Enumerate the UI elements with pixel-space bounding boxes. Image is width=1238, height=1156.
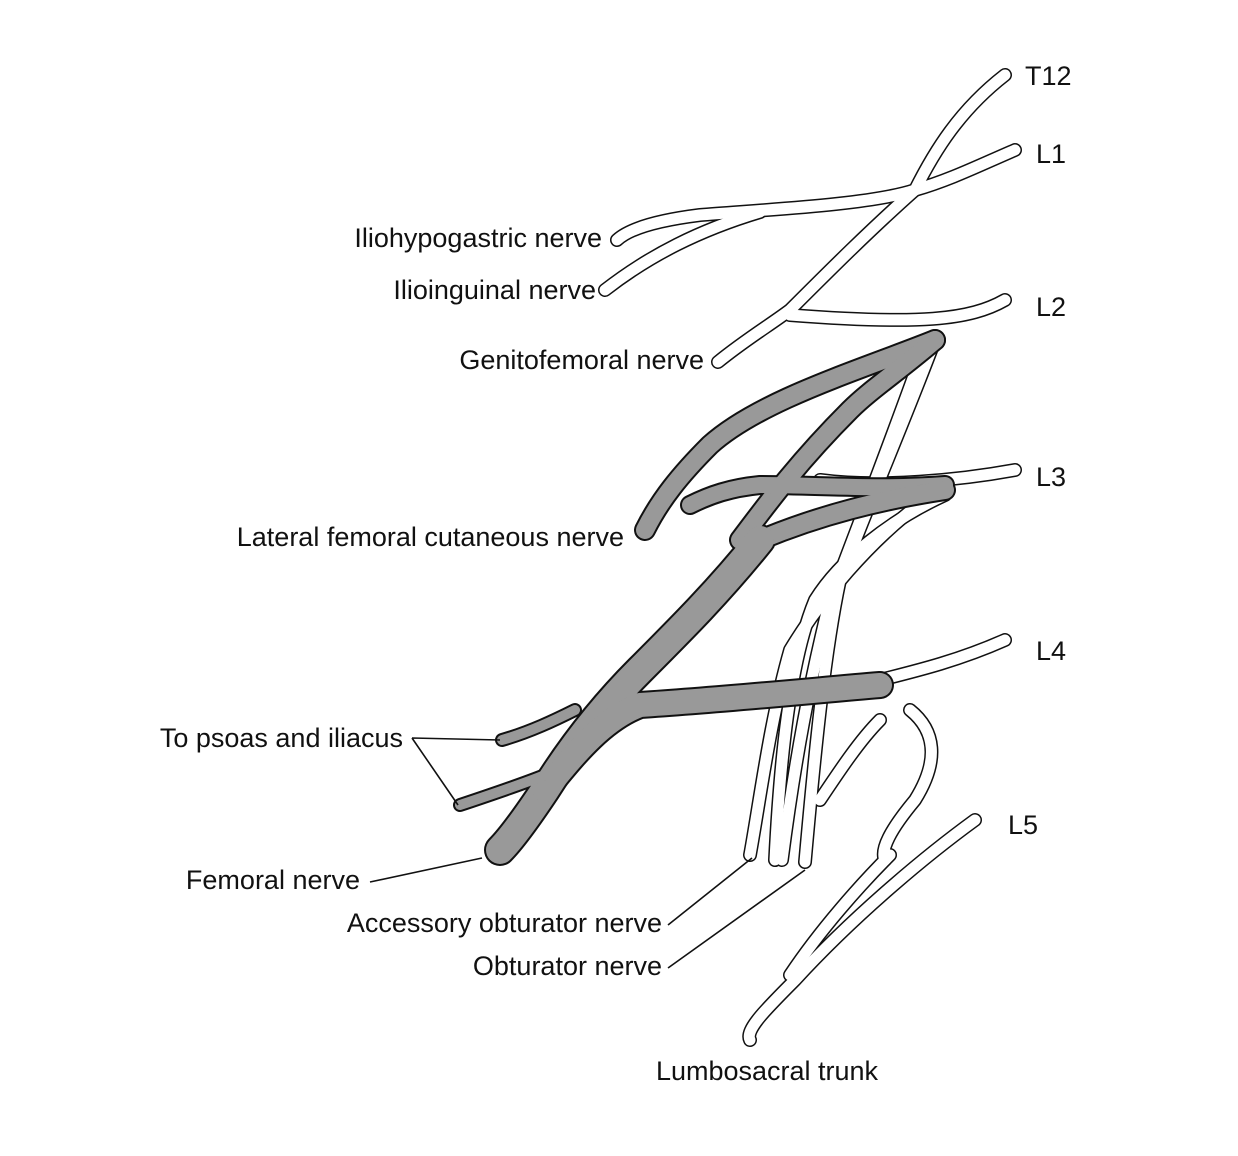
- root-label-l5: L5: [1008, 810, 1038, 840]
- label-to-psoas-iliacus: To psoas and iliacus: [160, 723, 403, 753]
- leader-psoas: [411, 737, 501, 806]
- root-label-l2: L2: [1036, 292, 1066, 322]
- leader-accessory-obturator: [667, 857, 753, 926]
- label-iliohypogastric: Iliohypogastric nerve: [354, 223, 602, 253]
- root-label-l1: L1: [1036, 139, 1066, 169]
- white-nerves-fill: [599, 69, 1021, 1046]
- femoral-system-fill: [455, 331, 954, 864]
- label-accessory-obturator: Accessory obturator nerve: [347, 908, 662, 938]
- label-lateral-femoral-cutaneous: Lateral femoral cutaneous nerve: [237, 522, 624, 552]
- label-obturator: Obturator nerve: [473, 951, 662, 981]
- leader-obturator: [667, 869, 806, 969]
- label-genitofemoral: Genitofemoral nerve: [459, 345, 704, 375]
- label-femoral: Femoral nerve: [186, 865, 360, 895]
- root-label-l4: L4: [1036, 636, 1066, 666]
- label-ilioinguinal: Ilioinguinal nerve: [393, 275, 596, 305]
- label-lumbosacral-trunk: Lumbosacral trunk: [656, 1056, 879, 1086]
- root-label-l3: L3: [1036, 462, 1066, 492]
- leader-lines: [369, 737, 806, 969]
- root-label-t12: T12: [1025, 61, 1072, 91]
- leader-femoral: [369, 857, 483, 883]
